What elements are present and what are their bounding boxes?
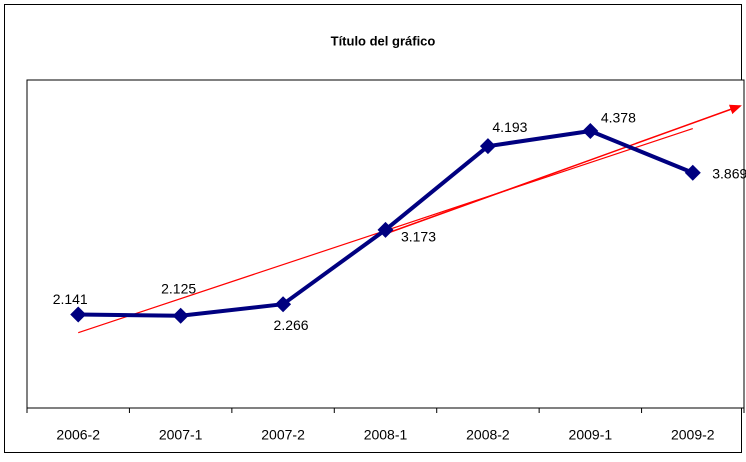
data-label: 2.141: [53, 291, 88, 307]
marker: [70, 306, 87, 323]
marker: [684, 164, 701, 181]
marker: [377, 221, 394, 238]
x-tick-label: 2006-2: [56, 427, 100, 443]
marker: [275, 296, 292, 313]
x-tick-label: 2007-2: [261, 427, 305, 443]
x-tick-label: 2009-1: [569, 427, 613, 443]
marker: [479, 138, 496, 155]
data-label: 2.125: [161, 280, 196, 296]
data-label: 3.173: [401, 229, 436, 245]
plot-area: [26, 79, 745, 409]
annotation-arrow: [384, 104, 742, 235]
marker: [582, 123, 599, 140]
data-label: 4.193: [492, 119, 527, 135]
x-tick-label: 2007-1: [159, 427, 203, 443]
x-tick-label: 2008-1: [364, 427, 408, 443]
data-label: 3.869: [712, 165, 746, 181]
x-tick-label: 2009-2: [671, 427, 715, 443]
x-tick-label: 2008-2: [466, 427, 510, 443]
marker: [172, 307, 189, 324]
data-label: 2.266: [274, 317, 309, 333]
data-label: 4.378: [601, 110, 636, 126]
chart-title: Título del gráfico: [331, 33, 436, 48]
